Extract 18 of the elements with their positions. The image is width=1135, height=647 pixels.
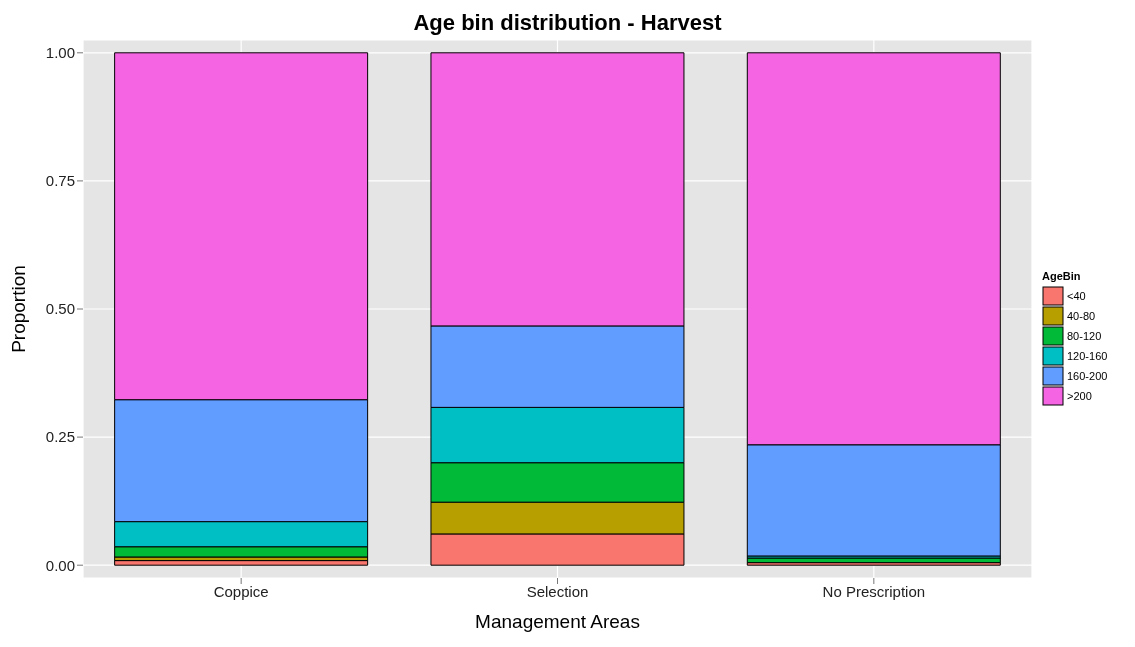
- legend-title: AgeBin: [1042, 270, 1082, 282]
- y-axis-title: Proportion: [7, 265, 29, 353]
- x-tick-label: Coppice: [213, 582, 269, 600]
- legend-label: 160-200: [1067, 370, 1108, 382]
- x-tick-label: No Prescription: [822, 582, 926, 600]
- y-tick-label: 0.50: [45, 300, 75, 318]
- y-tick-label: 0.00: [45, 556, 75, 574]
- x-tick-label: Selection: [526, 582, 589, 600]
- legend-label: 120-160: [1067, 350, 1108, 362]
- legend-label: 80-120: [1067, 330, 1102, 342]
- legend-label: <40: [1067, 290, 1086, 302]
- legend-label: >200: [1067, 390, 1092, 402]
- y-tick-label: 0.25: [45, 428, 75, 446]
- legend-label: 40-80: [1067, 310, 1096, 322]
- y-tick-label: 1.00: [45, 44, 75, 62]
- x-axis-title: Management Areas: [475, 611, 640, 632]
- chart-title: Age bin distribution - Harvest: [412, 9, 723, 37]
- y-tick-label: 0.75: [45, 172, 75, 190]
